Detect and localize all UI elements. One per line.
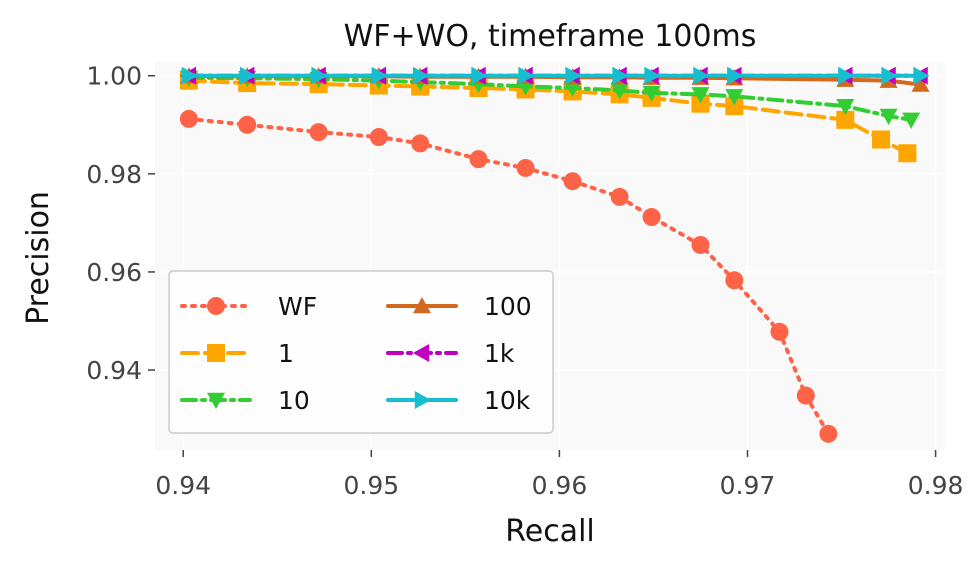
data-point-10k [371,66,388,85]
data-point-wf [770,322,789,341]
data-point-10k [471,66,488,85]
y-axis-label: Precision [21,191,56,325]
legend-marker-1k [413,344,430,362]
data-point-wf [642,208,661,227]
data-point-10k [693,66,710,85]
data-point-wf [819,424,838,443]
legend-marker-10k [414,391,431,409]
legend-label-1: 1 [278,339,294,368]
x-tick-label: 0.97 [720,471,776,500]
y-tick-label: 0.96 [86,258,142,287]
ticks: 0.94 0.95 0.96 0.97 0.98 0.94 0.96 0.98 1.00 [86,62,963,500]
legend-frame [168,270,554,434]
legend-item-wf: WF [180,292,317,321]
chart-title: WF+WO, timeframe 100ms [344,19,757,54]
data-point-wf [691,235,710,254]
data-point-10 [902,112,921,129]
data-point-10k [644,66,661,85]
data-point-wf [725,271,744,290]
legend-label-wf: WF [278,292,317,321]
legend-item-10: 10 [180,386,310,415]
data-point-10 [691,87,710,104]
x-tick-label: 0.98 [908,471,964,500]
y-tick-label: 0.94 [86,356,142,385]
legend-item-100: 100 [386,292,532,321]
data-point-10 [879,108,898,125]
y-tick-label: 0.98 [86,160,142,189]
legend-label-10k: 10k [484,386,531,415]
legend-label-1k: 1k [484,339,515,368]
data-point-wf [238,115,257,134]
data-point-wf [796,386,815,405]
data-point-10k [838,66,855,85]
data-point-1 [691,94,710,113]
legend-marker-10 [207,392,225,409]
data-point-1 [898,144,917,163]
data-point-10k [565,66,582,85]
data-point-1 [725,97,744,116]
x-axis-label: Recall [505,514,595,549]
data-point-10 [836,98,855,116]
series-layer [179,66,930,443]
data-point-10 [610,83,629,100]
legend-marker-1 [207,344,225,362]
data-point-10k [413,66,430,85]
data-point-100 [911,75,930,92]
data-point-wf [369,128,388,147]
data-point-10 [725,89,744,106]
legend: WF 1 10 100 1k 10k [168,270,554,434]
series-wf [179,109,838,443]
x-tick-label: 0.95 [343,471,399,500]
data-point-10k [913,66,930,85]
data-point-10k [518,66,535,85]
legend-item-1k: 1k [386,339,515,368]
data-point-10k [881,66,898,85]
data-point-10k [311,66,328,85]
data-point-10k [239,66,257,85]
legend-label-10: 10 [278,386,310,415]
x-tick-label: 0.94 [155,471,211,500]
legend-item-10k: 10k [386,386,531,415]
legend-marker-100 [413,297,431,314]
data-point-wf [411,134,430,153]
data-point-wf [610,187,629,206]
data-point-1 [836,110,855,129]
data-point-wf [516,158,535,177]
data-point-10 [642,85,661,102]
data-point-wf [179,109,198,128]
legend-item-1: 1 [180,339,294,368]
data-point-wf [563,172,582,191]
data-point-wf [309,123,328,142]
legend-marker-wf [207,297,225,315]
legend-label-100: 100 [484,292,532,321]
data-point-1 [872,130,891,149]
series-10k [181,66,930,85]
data-point-10k [612,66,629,85]
data-point-10k [181,66,198,85]
data-point-wf [469,150,488,169]
y-tick-label: 1.00 [86,62,142,91]
data-point-10k [727,66,744,85]
x-tick-label: 0.96 [532,471,588,500]
data-point-10 [563,80,582,97]
